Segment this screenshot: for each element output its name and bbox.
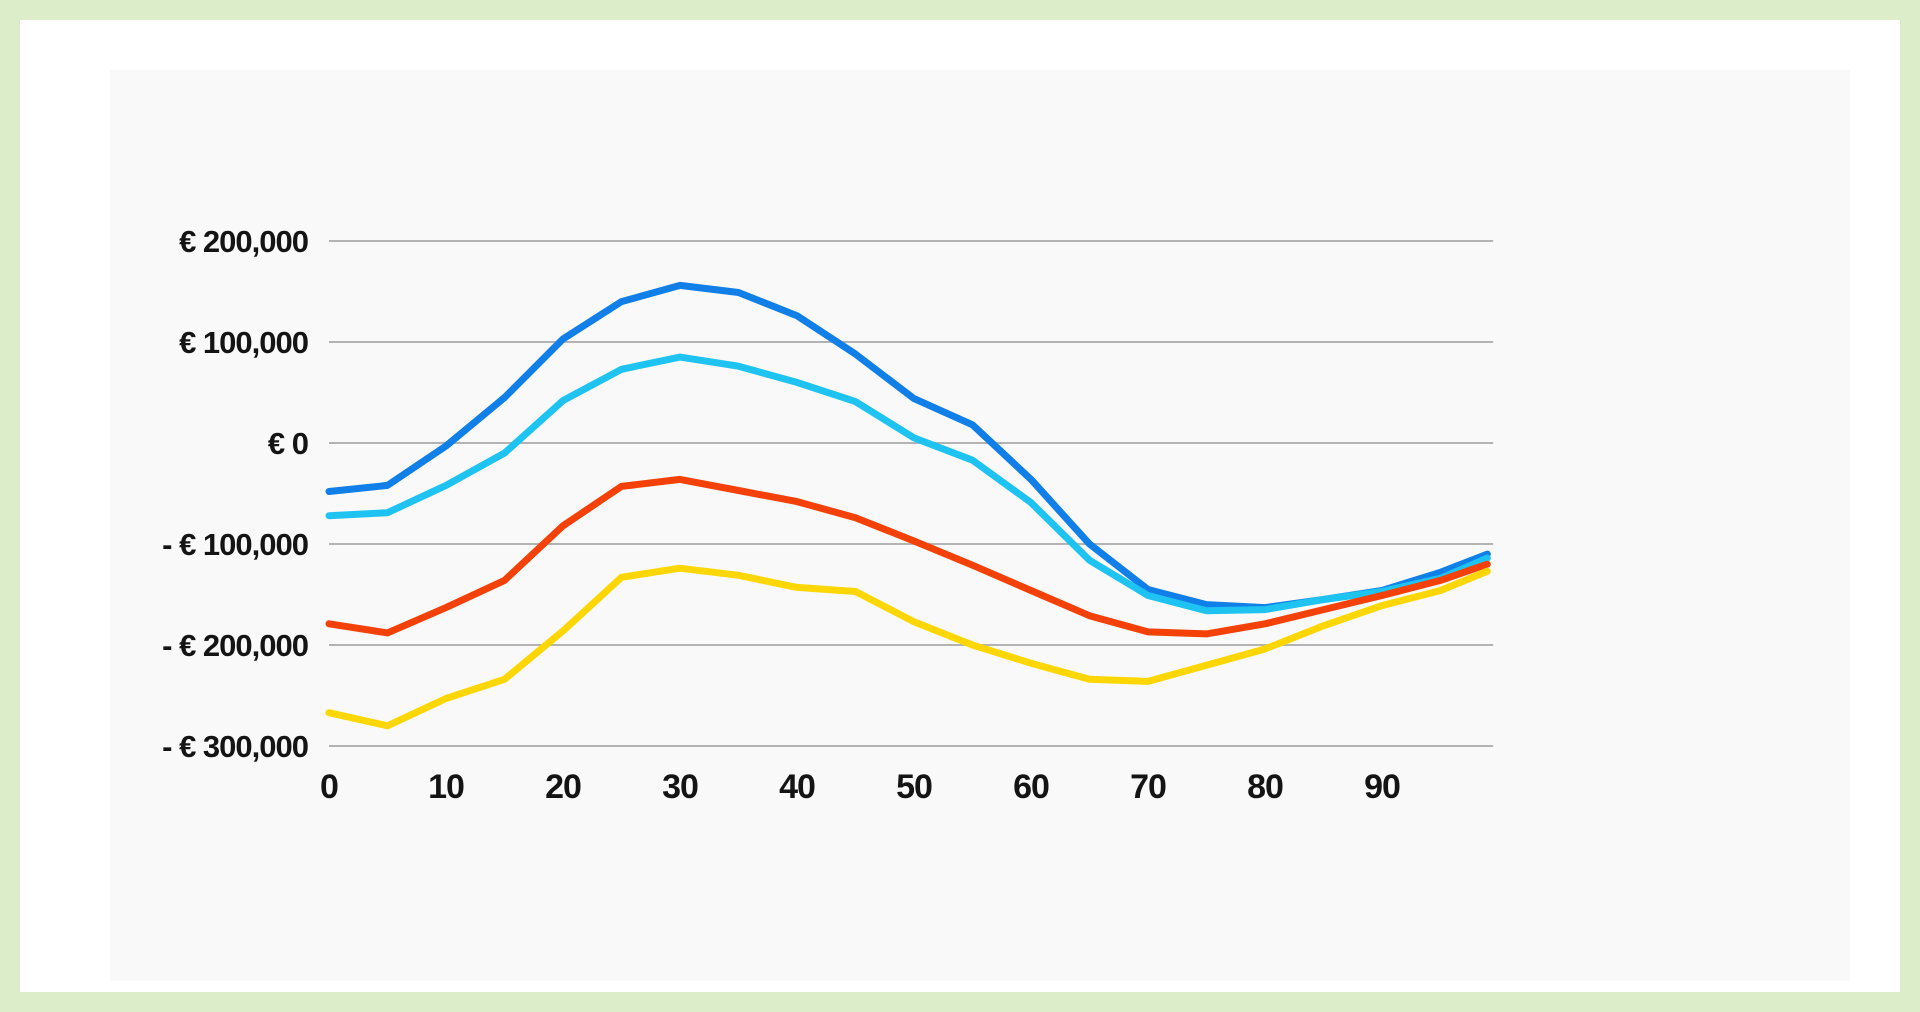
y-axis-label: - € 200,000 bbox=[162, 628, 308, 663]
y-axis-label: - € 300,000 bbox=[162, 729, 308, 764]
series-line-dark-blue bbox=[325, 281, 1491, 612]
x-axis-label: 90 bbox=[1364, 768, 1400, 806]
x-axis-label: 0 bbox=[320, 768, 338, 806]
x-axis-label: 20 bbox=[545, 768, 581, 806]
y-axis-label: € 0 bbox=[268, 426, 308, 461]
chart-panel: € 200,000 € 100,000 € 0 - € 100,000 - € 200,… bbox=[110, 70, 1850, 981]
x-axis-label: 40 bbox=[779, 768, 815, 806]
x-axis-label: 10 bbox=[428, 768, 464, 806]
y-axis-label: € 200,000 bbox=[179, 224, 308, 259]
x-axis-label: 30 bbox=[662, 768, 698, 806]
x-axis-label: 60 bbox=[1013, 768, 1049, 806]
x-axis-label: 50 bbox=[896, 768, 932, 806]
line-chart: € 200,000 € 100,000 € 0 - € 100,000 - € 200,… bbox=[162, 224, 1494, 806]
y-axis-label: € 100,000 bbox=[179, 325, 308, 360]
series-line-yellow bbox=[325, 564, 1491, 730]
y-axis-label: - € 100,000 bbox=[162, 527, 308, 562]
x-axis-label: 80 bbox=[1247, 768, 1283, 806]
x-axis-label: 70 bbox=[1130, 768, 1166, 806]
series-line-red-orange bbox=[325, 475, 1491, 638]
series-line-light-blue bbox=[325, 353, 1491, 615]
